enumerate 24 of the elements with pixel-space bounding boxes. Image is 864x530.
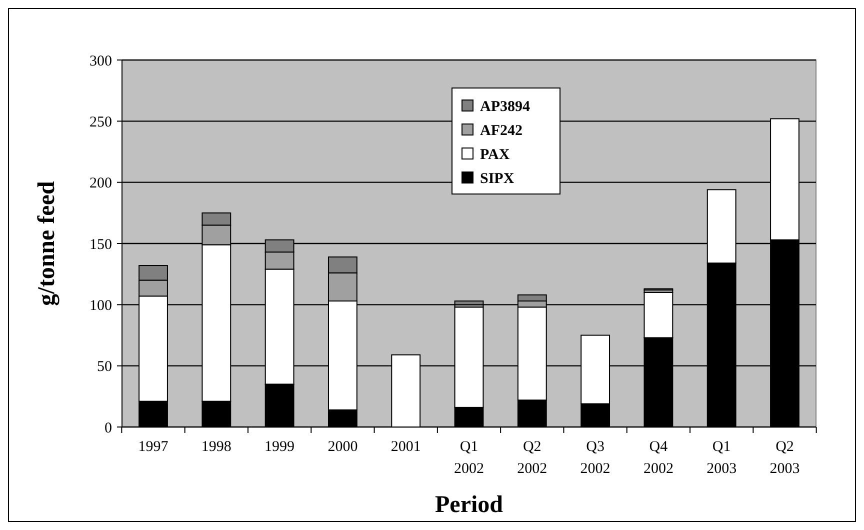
x-tick-label: Q3 2002 <box>580 439 610 477</box>
y-tick-label: 200 <box>90 176 112 192</box>
x-tick-label: Q1 2002 <box>454 439 484 477</box>
y-tick-label: 300 <box>90 53 112 70</box>
legend-label: SIPX <box>480 171 514 187</box>
x-tick-label: 1998 <box>201 439 232 455</box>
x-tick-label: Q2 2002 <box>517 439 548 477</box>
y-tick-label: 150 <box>90 236 112 253</box>
legend-label: PAX <box>480 147 510 163</box>
y-tick-label: 50 <box>97 359 112 376</box>
x-tick-label: 2000 <box>328 439 358 455</box>
y-tick-label: 100 <box>90 298 112 314</box>
x-tick-label: 1999 <box>264 439 295 455</box>
x-tick-label: Q2 2003 <box>770 439 800 477</box>
x-tick-label: 1997 <box>138 439 169 455</box>
x-tick-label: Q4 2002 <box>643 439 674 477</box>
x-tick-label: 2001 <box>390 439 421 455</box>
x-tick-label: Q1 2003 <box>706 439 737 477</box>
legend-label: AP3894 <box>480 99 530 115</box>
x-axis-title: Period <box>435 492 504 518</box>
y-axis-title: g/tonne feed <box>34 180 60 306</box>
legend-label: AF242 <box>480 123 522 139</box>
y-tick-label: 250 <box>90 114 112 130</box>
y-tick-label: 0 <box>104 420 112 436</box>
